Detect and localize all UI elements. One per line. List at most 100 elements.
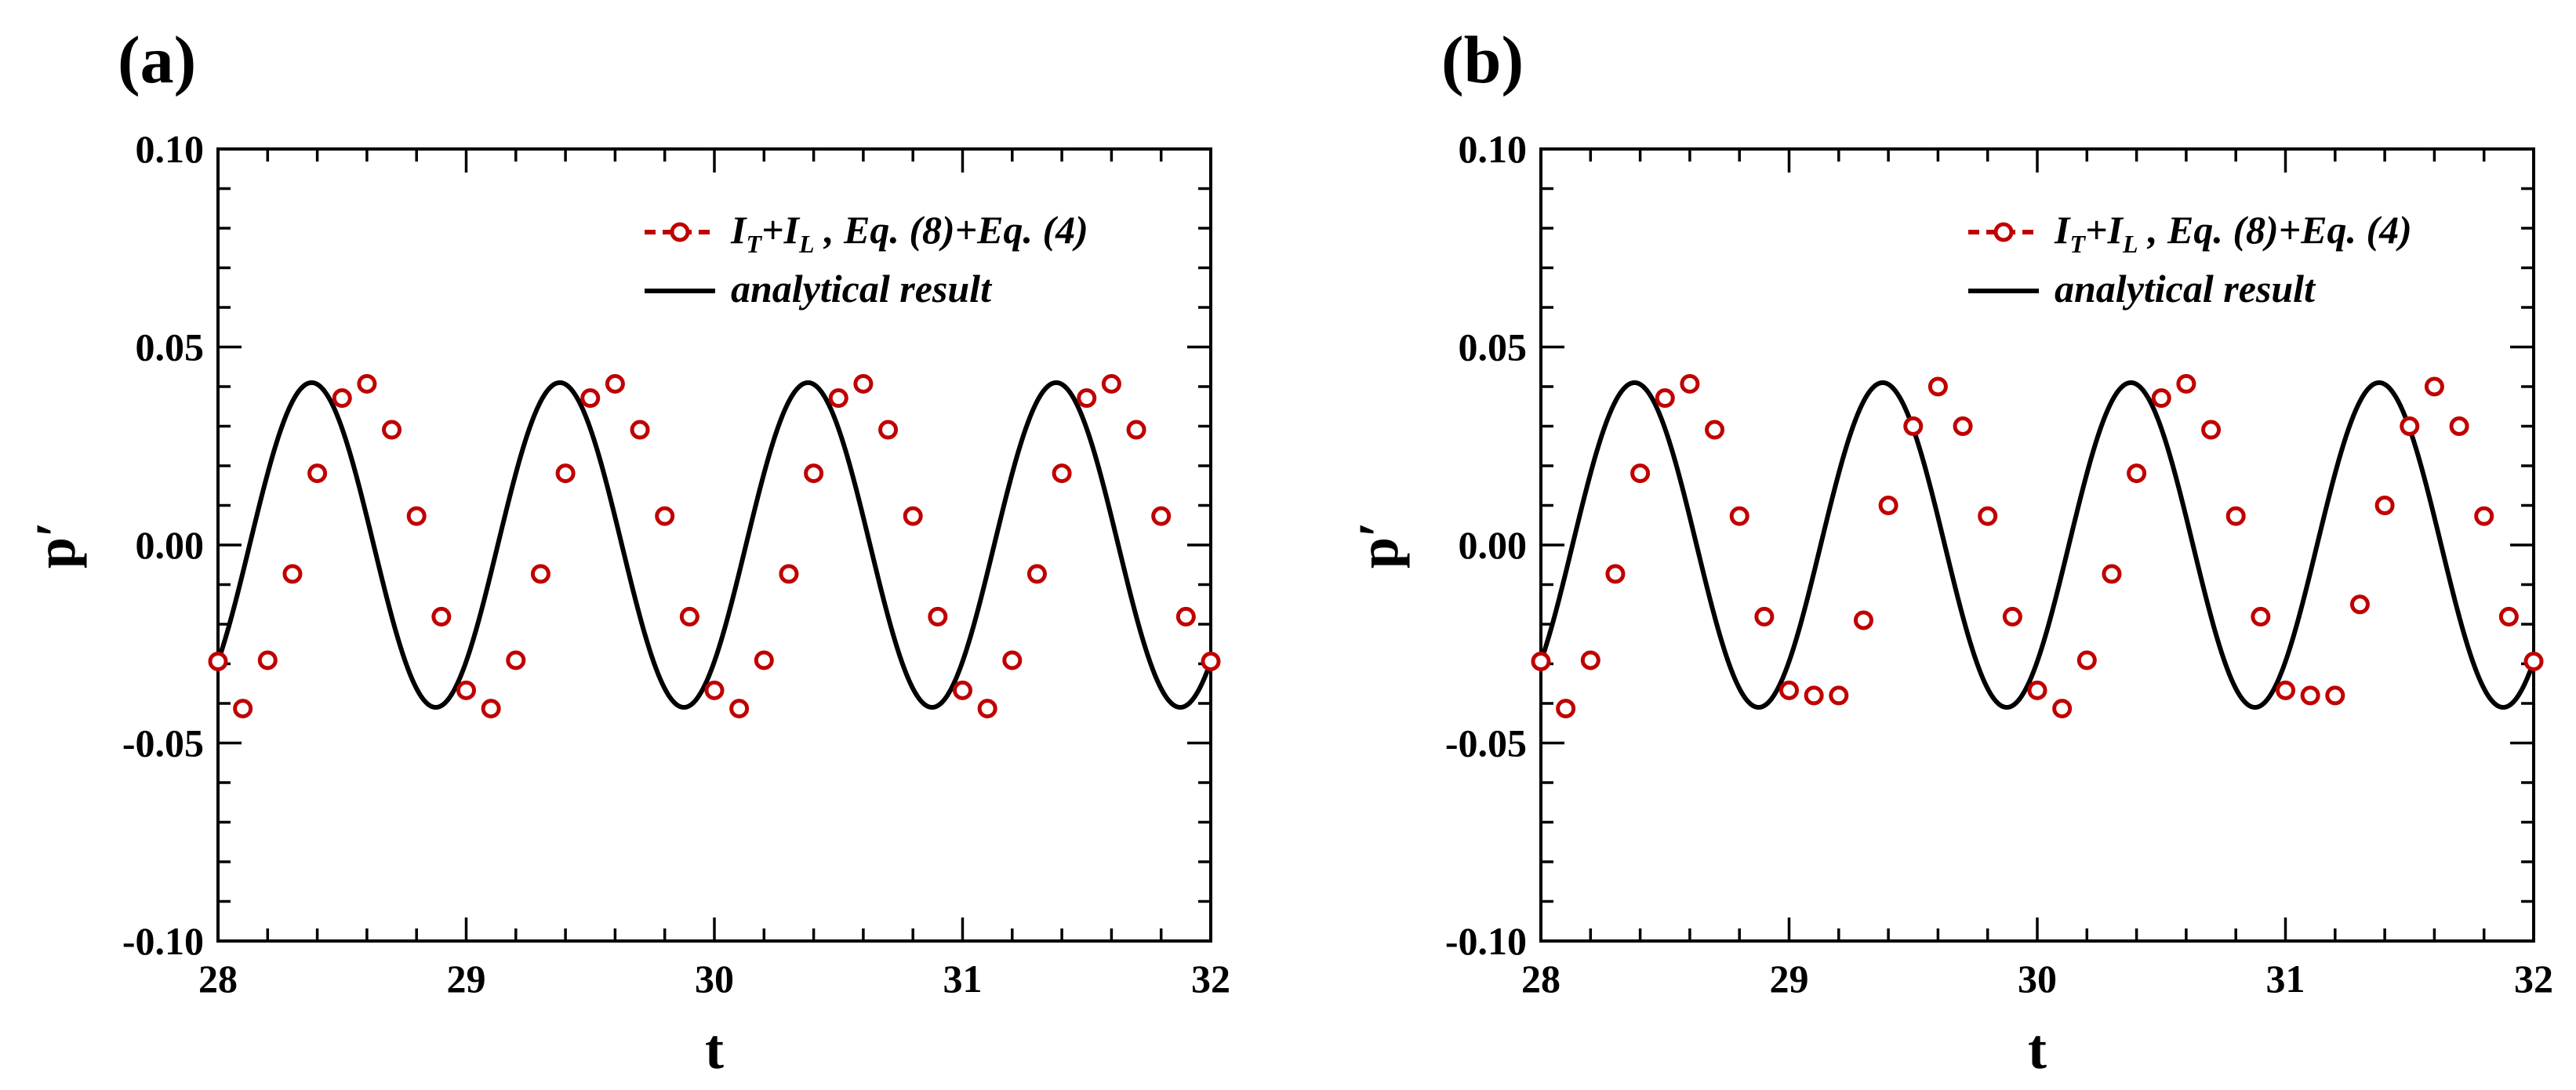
chart-panel-b: (b) 28 29 30 31 32 -0.10 -0.05 0.00 0.05 0.10 t p′ IT… <box>1347 22 2553 1081</box>
numerical-data-point <box>1580 650 1600 670</box>
numerical-data-point <box>2300 685 2320 706</box>
numerical-data-point <box>903 506 923 526</box>
numerical-data-point <box>630 420 650 440</box>
numerical-data-point <box>2127 463 2147 484</box>
x-tick-label: 32 <box>2514 957 2553 1001</box>
numerical-data-point <box>208 651 228 671</box>
y-tick-label: -0.10 <box>1445 919 1527 963</box>
numerical-data-point <box>953 680 972 700</box>
numerical-data-point <box>233 699 253 719</box>
x-tick-label: 29 <box>447 957 486 1001</box>
numerical-data-point <box>2201 420 2222 440</box>
numerical-data-point <box>1978 506 1998 526</box>
x-tick-label: 30 <box>2018 957 2057 1001</box>
y-tick-label: -0.05 <box>122 721 204 765</box>
x-tick-label: 31 <box>2266 957 2305 1001</box>
panel-label: (b) <box>1441 22 1524 97</box>
numerical-data-point <box>2027 680 2047 700</box>
numerical-data-point <box>1201 651 1221 671</box>
legend-numerical-label: IT+IL , Eq. (8)+Eq. (4) <box>2054 208 2412 258</box>
numerical-data-point <box>456 680 476 700</box>
numerical-data-point <box>878 420 899 440</box>
x-tick-label: 28 <box>198 957 238 1001</box>
numerical-data-point <box>1605 564 1626 584</box>
x-tick-label: 28 <box>1521 957 1560 1001</box>
y-tick-label: -0.10 <box>122 919 204 963</box>
numerical-data-point <box>1556 699 1576 719</box>
numerical-data-point <box>1026 564 1047 584</box>
numerical-data-point <box>1705 420 1725 440</box>
legend-numerical-marker <box>670 222 690 242</box>
numerical-data-point <box>605 373 625 394</box>
numerical-data-point <box>2052 699 2073 719</box>
numerical-data-point <box>2225 506 2246 526</box>
numerical-data-point <box>1829 685 1849 706</box>
numerical-data-point <box>1101 373 1121 394</box>
numerical-data-point <box>679 606 699 627</box>
numerical-data-point <box>1729 506 1749 526</box>
y-axis-label: p′ <box>1347 521 1410 569</box>
numerical-data-point <box>307 463 328 484</box>
numerical-data-point <box>332 388 352 409</box>
y-tick-label: -0.05 <box>1445 721 1527 765</box>
numerical-data-point <box>804 463 824 484</box>
numerical-data-point <box>2424 376 2444 397</box>
legend-analytical-label: analytical result <box>731 267 993 311</box>
x-tick-label: 29 <box>1770 957 1809 1001</box>
legend: IT+IL , Eq. (8)+Eq. (4) analytical result <box>645 208 1088 311</box>
numerical-data-point <box>2474 506 2494 526</box>
numerical-data-point <box>1126 420 1146 440</box>
numerical-data-point <box>2102 564 2122 584</box>
legend: IT+IL , Eq. (8)+Eq. (4) analytical result <box>1968 208 2412 311</box>
y-tick-label: 0.05 <box>1459 325 1528 369</box>
numerical-data-point <box>2498 606 2519 627</box>
y-tick-label: 0.10 <box>1459 127 1528 171</box>
analytical-result-line <box>1539 380 2536 710</box>
x-tick-label: 32 <box>1191 957 1230 1001</box>
numerical-data-point <box>779 564 799 584</box>
y-tick-label: 0.00 <box>1459 523 1528 567</box>
y-tick-label: 0.10 <box>136 127 205 171</box>
y-tick-label: 0.05 <box>136 325 205 369</box>
numerical-data-point <box>2449 416 2469 436</box>
numerical-data-point <box>1804 685 1824 706</box>
numerical-data-point <box>977 699 997 719</box>
numerical-data-point <box>282 564 303 584</box>
numerical-data-point <box>1151 506 1172 526</box>
numerical-data-point <box>853 373 874 394</box>
numerical-data-point <box>754 650 774 670</box>
x-axis-label: t <box>2028 1018 2047 1081</box>
numerical-data-point <box>357 373 377 394</box>
numerical-data-point <box>1927 376 1948 397</box>
numerical-data-point <box>2076 650 2097 670</box>
numerical-data-point <box>2523 651 2544 671</box>
numerical-data-point <box>382 420 402 440</box>
numerical-data-point <box>580 388 601 409</box>
y-tick-label: 0.00 <box>136 523 205 567</box>
analytical-result-line <box>216 380 1213 710</box>
numerical-data-point <box>2276 680 2295 700</box>
numerical-data-point <box>1754 606 1775 627</box>
numerical-data-point <box>406 506 427 526</box>
numerical-data-point <box>555 463 576 484</box>
numerical-data-point <box>1953 416 1973 436</box>
numerical-data-point <box>1531 651 1551 671</box>
x-tick-label: 31 <box>943 957 983 1001</box>
numerical-data-point <box>1077 388 1097 409</box>
numerical-data-point <box>2400 416 2420 436</box>
chart-panel-a: (a) 28 29 30 31 32 -0.10 -0.05 0.00 0.05 0.10 t p′ IT… <box>24 22 1230 1081</box>
numerical-data-point <box>1175 606 1196 627</box>
numerical-data-point <box>1779 680 1799 700</box>
numerical-data-point <box>1878 496 1898 515</box>
numerical-data-point <box>2002 606 2022 627</box>
numerical-data-point <box>1680 373 1700 394</box>
x-tick-label: 30 <box>695 957 734 1001</box>
y-axis-label: p′ <box>24 521 87 569</box>
x-axis-label: t <box>705 1018 724 1081</box>
numerical-data-point <box>1903 416 1924 436</box>
numerical-data-point <box>2176 373 2196 394</box>
numerical-data-point <box>655 506 675 526</box>
numerical-data-point <box>729 699 750 719</box>
numerical-data-point <box>1630 463 1651 484</box>
